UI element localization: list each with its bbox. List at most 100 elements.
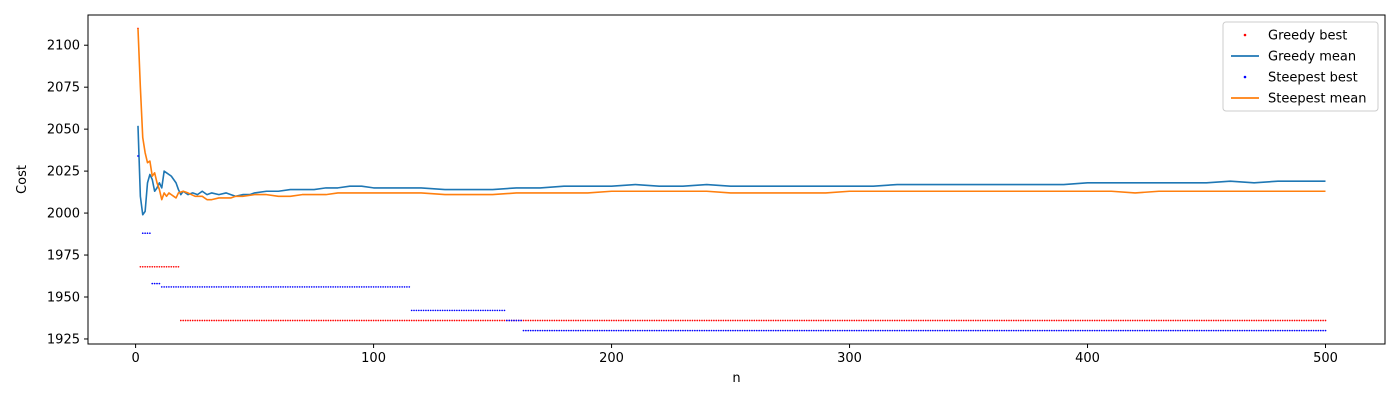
data-point [1291,319,1294,322]
data-point [275,319,277,322]
data-point [284,319,287,322]
data-point [1022,329,1025,332]
data-point [615,329,618,332]
data-point [613,319,615,322]
data-point [427,309,430,312]
data-point [456,309,458,312]
data-point [337,286,339,288]
data-point [674,329,677,332]
data-point [698,329,701,332]
data-point [1308,319,1310,322]
data-point [815,319,818,322]
data-point [425,309,427,312]
data-point [179,319,182,322]
data-point [829,319,832,322]
data-point [1155,329,1158,332]
data-point [460,309,463,312]
data-point [1272,329,1274,332]
data-point [1241,319,1244,322]
data-point [417,319,420,322]
data-point [934,329,937,332]
data-point [855,319,858,322]
data-point [601,319,603,322]
data-point [479,309,482,312]
data-point [1310,319,1313,322]
data-point [684,319,687,322]
data-point [1055,329,1058,332]
data-point [301,319,304,322]
data-point [672,319,675,322]
data-point [670,319,672,322]
data-point [639,329,641,332]
data-point [439,319,442,322]
data-point [727,319,730,322]
data-point [996,319,998,322]
data-point [317,319,320,322]
legend-item: Greedy best [1243,29,1347,44]
data-point [708,329,710,332]
data-point [979,329,982,332]
data-point [529,319,532,322]
data-point [929,329,932,332]
data-point [1115,329,1117,332]
data-point [617,319,620,322]
data-point [1231,319,1234,322]
data-point [644,329,646,332]
data-point [1238,329,1241,332]
series-greedy-mean [137,125,1326,216]
data-point [227,319,230,322]
data-point [636,319,639,322]
data-point [672,329,675,332]
data-point [777,329,780,332]
data-point [696,319,699,322]
data-point [1193,319,1196,322]
data-point [398,319,401,322]
data-point [1191,319,1194,322]
x-tick-label: 0 [131,351,139,366]
data-point [544,319,546,322]
data-point [515,319,518,322]
data-point [958,329,960,332]
data-point [225,286,227,288]
data-point [1248,319,1251,322]
data-point [1248,329,1251,332]
data-point [1324,319,1327,322]
data-point [965,329,968,332]
data-point [955,319,958,322]
data-point [1003,329,1006,332]
data-point [232,286,235,288]
data-point [451,309,453,312]
data-point [622,329,625,332]
data-point [936,329,939,332]
data-point [1288,329,1291,332]
data-point [846,329,849,332]
data-point [810,329,813,332]
data-point [158,282,161,285]
data-point [981,319,984,322]
data-point [1312,319,1315,322]
data-point [465,309,468,312]
data-point [153,265,156,268]
data-point [617,329,620,332]
data-point [348,286,351,288]
data-point [867,329,870,332]
y-tick-label: 1925 [47,332,80,347]
data-point [841,319,844,322]
data-point [277,319,280,322]
data-point [1284,329,1286,332]
data-point [755,329,758,332]
data-point [741,329,744,332]
x-tick-label: 300 [837,351,862,366]
data-point [810,319,813,322]
data-point [815,329,818,332]
data-point [196,319,199,322]
data-point [836,319,839,322]
data-point [970,319,972,322]
data-point [931,319,934,322]
data-point [953,329,956,332]
legend-swatch [1243,33,1247,37]
data-point [563,319,565,322]
data-point [777,319,780,322]
data-point [1250,329,1253,332]
data-point [632,329,634,332]
